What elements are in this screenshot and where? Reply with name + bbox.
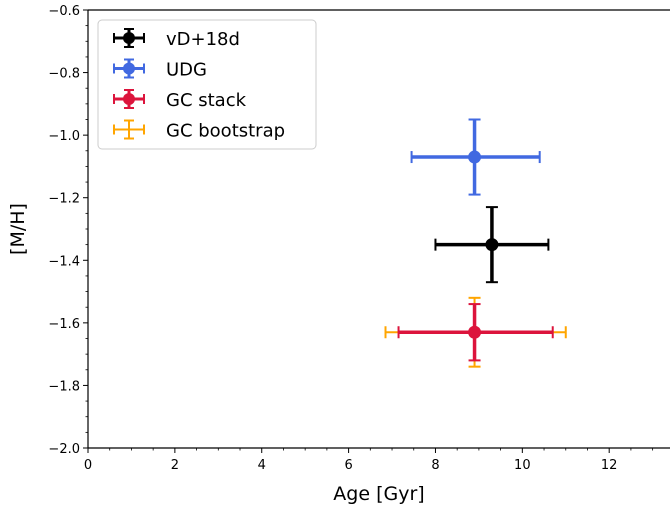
y-tick-label: −2.0 — [48, 442, 80, 457]
legend-marker — [123, 32, 135, 44]
y-tick-label: −1.8 — [48, 379, 80, 394]
data-point — [468, 325, 482, 339]
legend-label: GC stack — [166, 90, 247, 111]
x-tick-label: 0 — [84, 458, 92, 473]
ticks: 0 2 4 6 8 10 12 −2.0 −1.8 −1.6 −1.4 −1.2 −1.0 −0.8 −0.… — [48, 4, 654, 473]
legend-box — [97, 19, 317, 150]
legend-label: GC bootstrap — [166, 121, 285, 142]
legend-marker — [123, 93, 135, 105]
y-tick-label: −1.0 — [48, 129, 80, 144]
x-tick-label: 4 — [258, 458, 266, 473]
x-tick-label: 2 — [171, 458, 179, 473]
data-point — [468, 150, 482, 164]
x-tick-label: 8 — [431, 458, 439, 473]
series-vd-18d — [434, 206, 550, 284]
legend-entry-vd-18d: vD+18d — [113, 28, 240, 50]
series-udg — [410, 118, 541, 196]
y-tick-label: −0.8 — [48, 67, 80, 82]
y-tick-label: −1.4 — [48, 254, 80, 269]
y-tick-label: −1.6 — [48, 317, 80, 332]
legend: vD+18d UDG GC stack GC bootstrap — [97, 19, 317, 150]
legend-label: UDG — [166, 60, 207, 81]
legend-entry-gc-stack: GC stack — [113, 89, 247, 111]
x-tick-label: 12 — [601, 458, 618, 473]
legend-label: vD+18d — [166, 29, 240, 50]
y-tick-label: −1.2 — [48, 192, 80, 207]
x-axis-label: Age [Gyr] — [333, 483, 424, 505]
legend-entry-udg: UDG — [113, 58, 207, 81]
x-tick-label: 6 — [344, 458, 352, 473]
series-gc-stack — [397, 303, 554, 362]
legend-marker — [123, 62, 135, 75]
y-axis-label: [M/H] — [7, 203, 29, 255]
y-tick-label: −0.6 — [48, 4, 80, 19]
x-tick-label: 10 — [514, 458, 531, 473]
errorbars — [384, 118, 567, 368]
data-point — [485, 238, 499, 252]
legend-entry-gc-bootstrap: GC bootstrap — [113, 119, 285, 142]
